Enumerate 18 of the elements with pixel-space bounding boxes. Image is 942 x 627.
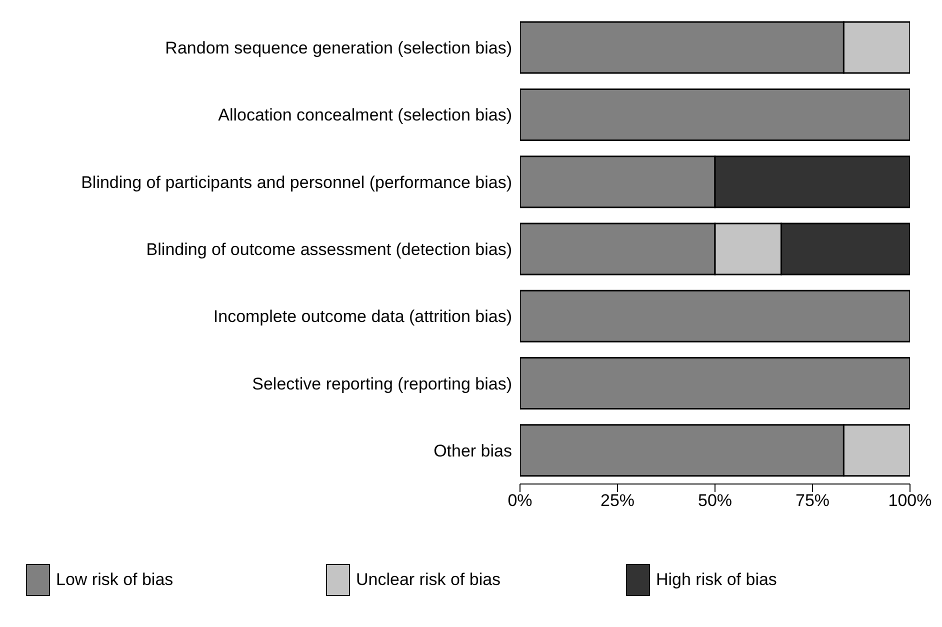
y-tick-label: Blinding of outcome assessment (detection bias)	[146, 240, 512, 260]
y-tick-label: Blinding of participants and personnel (performance bias)	[81, 172, 512, 192]
bar	[520, 290, 910, 342]
bar	[520, 357, 910, 410]
legend-label: Unclear risk of bias	[356, 570, 501, 590]
x-tick-label: 75%	[795, 491, 830, 510]
x-tick-label: 0%	[508, 491, 532, 510]
y-tick-label: Incomplete outcome data (attrition bias)	[213, 307, 512, 326]
x-tick-label: 50%	[698, 491, 732, 510]
y-tick-label: Selective reporting (reporting bias)	[252, 374, 512, 394]
y-tick-label: Random sequence generation (selection bias)	[165, 38, 512, 58]
y-tick-label: Allocation concealment (selection bias)	[218, 106, 512, 125]
legend-label: High risk of bias	[656, 570, 777, 590]
bar	[520, 88, 910, 141]
x-tick-label: 100%	[888, 491, 932, 510]
legend-label: Low risk of bias	[56, 570, 174, 590]
y-tick-label: Other bias	[434, 441, 512, 460]
x-tick-label: 25%	[600, 491, 635, 510]
